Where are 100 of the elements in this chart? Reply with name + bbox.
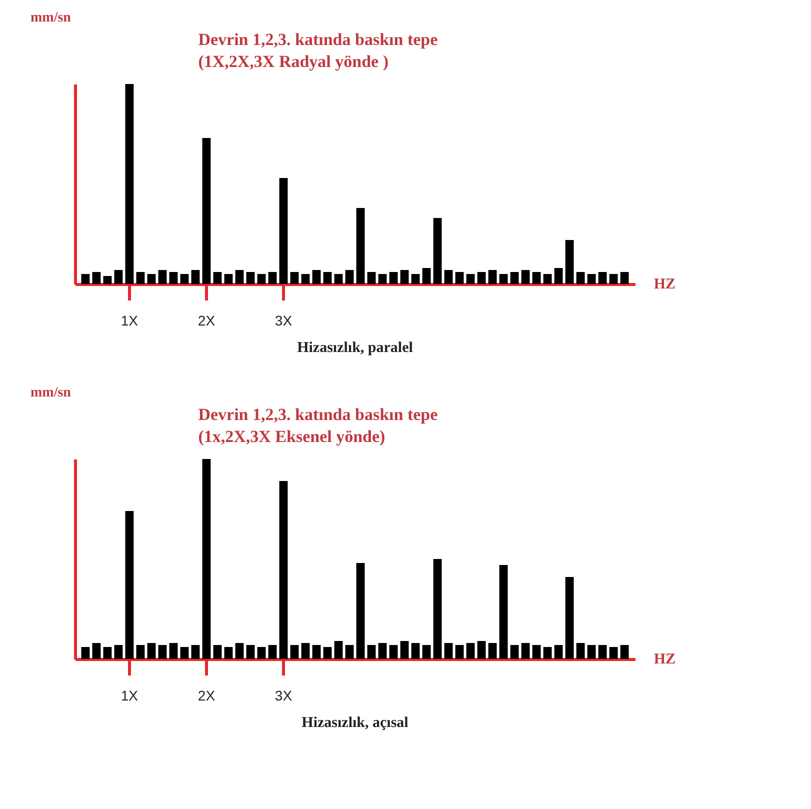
bar — [235, 643, 244, 659]
bar — [411, 274, 420, 284]
bar — [433, 218, 442, 284]
bar — [576, 272, 585, 284]
bar — [488, 270, 497, 284]
x-tick-label: 1X — [120, 688, 139, 704]
bar — [389, 272, 398, 284]
bar — [312, 270, 321, 284]
bar — [422, 645, 431, 659]
bar — [136, 645, 145, 659]
bar — [433, 559, 442, 659]
bar — [389, 645, 398, 659]
bar — [191, 270, 200, 284]
bar — [466, 643, 475, 659]
bar — [125, 84, 134, 284]
bar — [499, 565, 508, 659]
bar — [565, 577, 574, 659]
bar — [334, 274, 343, 284]
bar — [598, 272, 607, 284]
bar — [378, 274, 387, 284]
bar — [290, 645, 299, 659]
bar — [312, 645, 321, 659]
bar — [323, 647, 332, 659]
bar — [114, 270, 123, 284]
bar — [554, 645, 563, 659]
bar — [290, 272, 299, 284]
bar — [532, 272, 541, 284]
bar — [114, 645, 123, 659]
bar — [521, 270, 530, 284]
bar — [158, 270, 167, 284]
bar — [224, 274, 233, 284]
bar — [147, 274, 156, 284]
bar — [587, 645, 596, 659]
bar — [202, 459, 211, 659]
text: (1x,2X,3X Eksenel yönde) — [198, 427, 386, 446]
bar — [400, 641, 409, 659]
bar — [620, 272, 629, 284]
bar — [213, 645, 222, 659]
x-tick-label: 1X — [120, 312, 139, 328]
x-axis-title: HZ — [654, 652, 676, 668]
bar — [598, 645, 607, 659]
bar — [180, 274, 189, 284]
bar — [565, 240, 574, 284]
x-tick-label: 3X — [274, 688, 293, 704]
y-axis-title: mm/sn — [30, 10, 72, 26]
bar — [103, 276, 112, 284]
bar — [257, 274, 266, 284]
bar — [367, 272, 376, 284]
bar — [92, 643, 101, 659]
bar — [235, 270, 244, 284]
y-axis-title: mm/sn — [30, 386, 72, 400]
bar — [169, 272, 178, 284]
text: Devrin 1,2,3. katında baskın tepe — [198, 405, 438, 424]
bar — [356, 208, 365, 284]
bar — [246, 645, 255, 659]
bar — [532, 645, 541, 659]
bar — [202, 138, 211, 284]
bar — [257, 647, 266, 659]
bar — [301, 274, 310, 284]
bar — [81, 274, 90, 284]
bar — [576, 643, 585, 659]
x-tick-label: 2X — [198, 688, 216, 704]
bar — [411, 643, 420, 659]
bar — [444, 270, 453, 284]
bar — [587, 274, 596, 284]
bar — [147, 643, 156, 659]
bar — [103, 647, 112, 659]
text: (1X,2X,3X Radyal yönde ) — [198, 52, 389, 71]
bar — [444, 643, 453, 659]
bar — [169, 643, 178, 659]
bar — [268, 272, 277, 284]
bar — [92, 272, 101, 284]
bar — [620, 645, 629, 659]
bar — [224, 647, 233, 659]
text: Hizasızlık, paralel — [297, 340, 413, 356]
bar — [125, 511, 134, 659]
bar — [554, 268, 563, 284]
bar — [543, 274, 552, 284]
bar — [158, 645, 167, 659]
bar — [246, 272, 255, 284]
bar — [609, 647, 618, 659]
bar — [356, 563, 365, 659]
bar — [477, 641, 486, 659]
bar — [279, 481, 288, 659]
bar — [466, 274, 475, 284]
x-tick-label: 3X — [274, 312, 293, 328]
bar — [510, 645, 519, 659]
bar — [136, 272, 145, 284]
bar — [521, 643, 530, 659]
bar — [279, 178, 288, 284]
bar — [334, 641, 343, 659]
text: Devrin 1,2,3. katında baskın tepe — [198, 30, 438, 49]
text: Hizasızlık, açısal — [302, 715, 408, 731]
bar — [345, 645, 354, 659]
bar — [378, 643, 387, 659]
bar — [510, 272, 519, 284]
bar — [301, 643, 310, 659]
bar — [323, 272, 332, 284]
bar — [213, 272, 222, 284]
bar — [191, 645, 200, 659]
